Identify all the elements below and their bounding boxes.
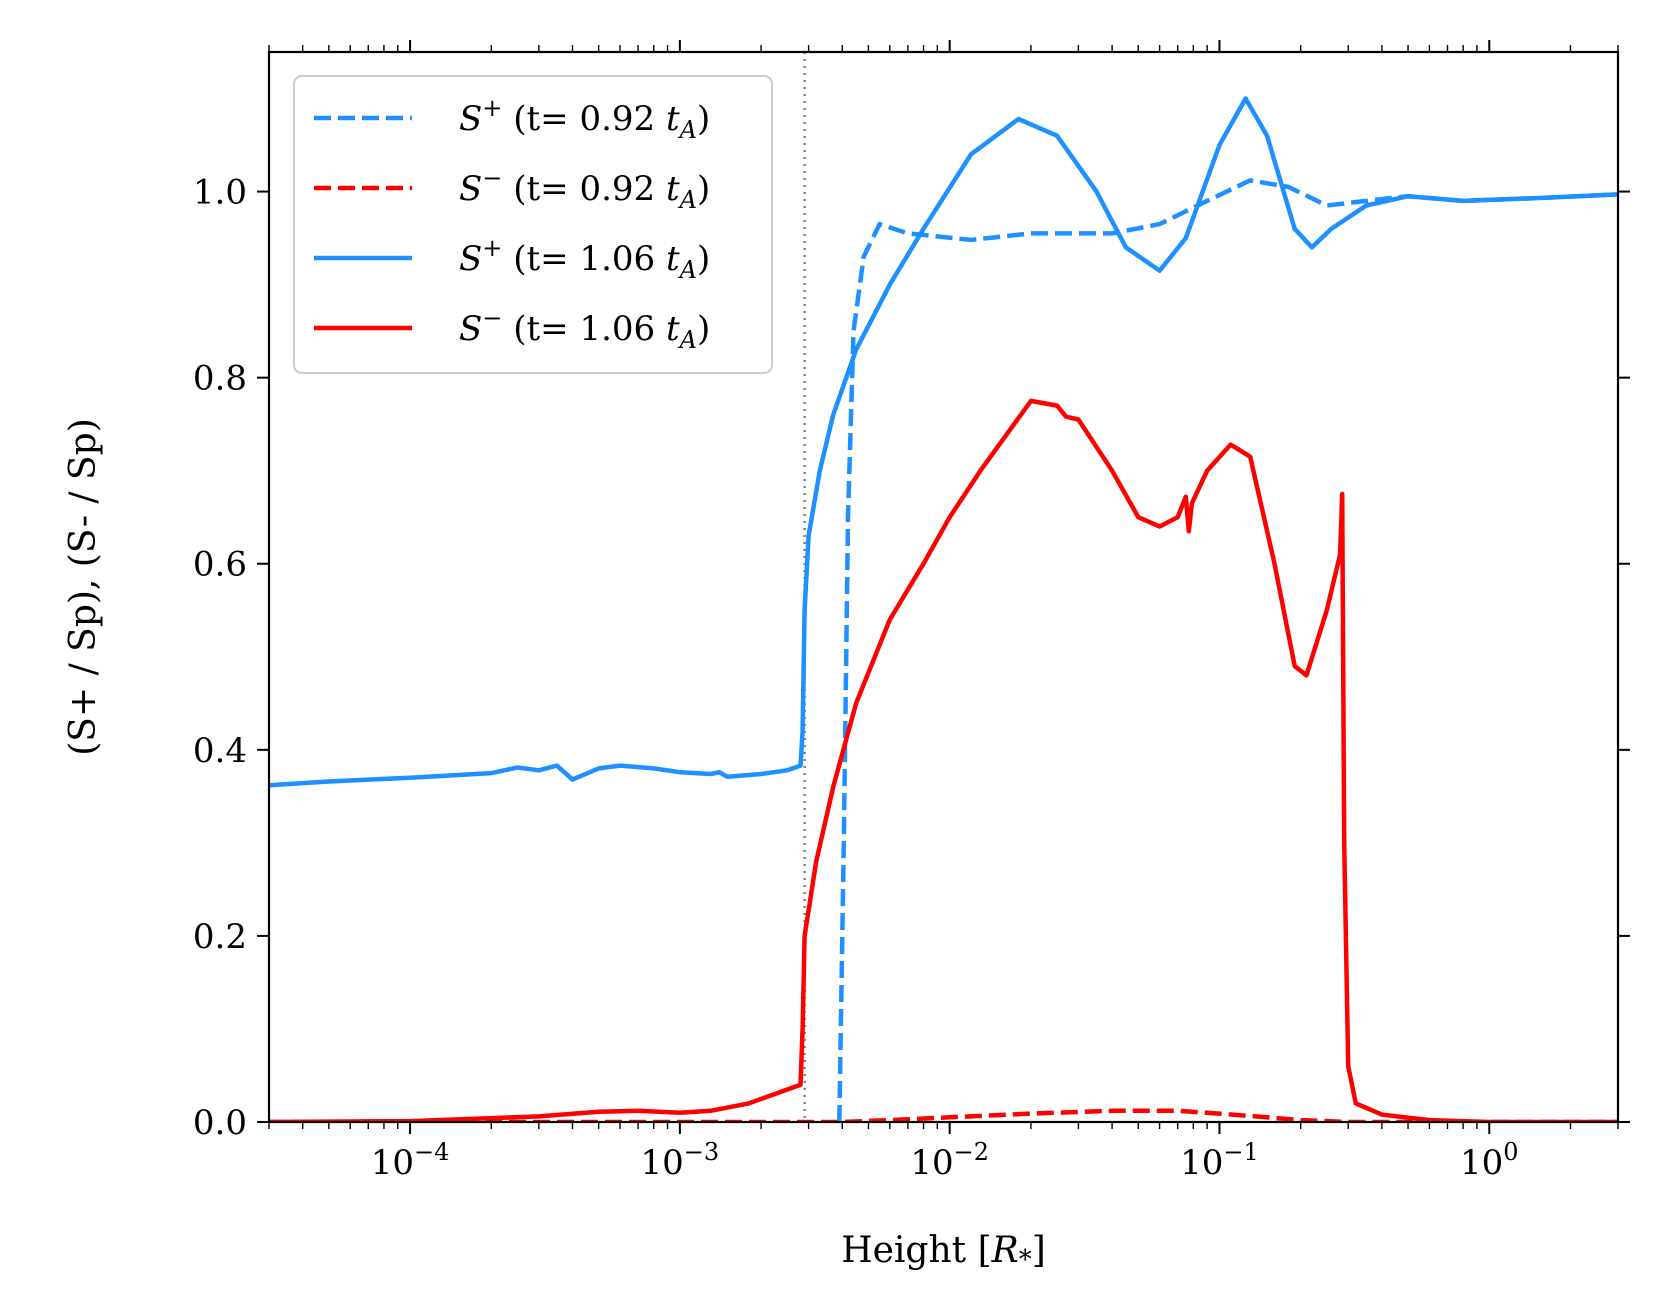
legend-label-1: S+ (t= 0.92 tA) <box>459 94 710 144</box>
y-axis-title: (S+ / Sp), (S- / Sp) <box>63 418 104 755</box>
series-line-1 <box>837 178 1618 1122</box>
x-tick-label: 10−2 <box>910 1138 989 1183</box>
legend-label-3: S+ (t= 1.06 tA) <box>459 234 710 284</box>
plot-area <box>269 52 1618 1122</box>
x-tick-label: 10−1 <box>1180 1138 1259 1183</box>
series-line-2 <box>269 1108 1618 1122</box>
x-axis-title: Height [R*] <box>841 1230 1046 1275</box>
y-tick-label: 0.0 <box>193 1103 247 1143</box>
y-tick-label: 0.6 <box>193 545 247 585</box>
legend-box <box>293 75 773 374</box>
legend: S+ (t= 0.92 tA) S− (t= 0.92 tA) S+ (t= 1.0… <box>293 75 773 374</box>
y-tick-label: 1.0 <box>193 173 247 213</box>
axes: 10−4 10−3 10−2 10−1 100 0.0 0.2 0.4 0.6 0.8 1.0 Hei… <box>63 40 1630 1275</box>
legend-label-4: S− (t= 1.06 tA) <box>459 304 710 354</box>
series-line-4 <box>269 398 1618 1122</box>
x-tick-label: 10−3 <box>641 1138 720 1183</box>
x-tick-label: 10−4 <box>371 1138 450 1183</box>
series-line-3 <box>269 96 1618 788</box>
plot-frame <box>267 50 1620 1124</box>
y-tick-label: 0.4 <box>193 731 247 771</box>
y-tick-label: 0.8 <box>193 359 247 399</box>
legend-label-2: S− (t= 0.92 tA) <box>459 164 710 214</box>
y-tick-label: 0.2 <box>193 917 247 957</box>
x-tick-label: 100 <box>1460 1138 1519 1183</box>
